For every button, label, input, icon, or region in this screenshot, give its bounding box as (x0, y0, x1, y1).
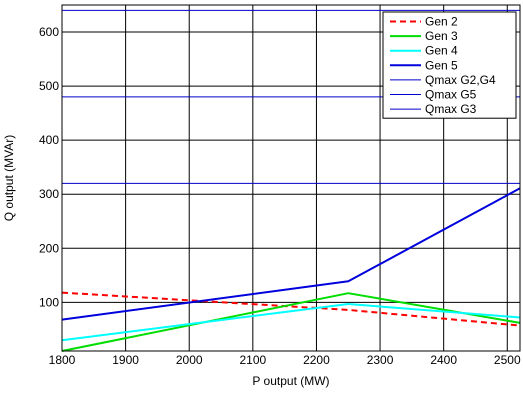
legend-label: Gen 2 (425, 15, 458, 29)
legend-label: Qmax G3 (425, 102, 477, 116)
y-tick-label: 500 (39, 79, 59, 93)
y-tick-label: 600 (39, 25, 59, 39)
series-line-gen-4 (61, 303, 521, 342)
tick-labels: 1800 1900 2000 2100 2200 2300 2400 2500 100 200 30… (39, 25, 521, 367)
legend-label: Gen 5 (425, 58, 458, 72)
x-axis-label: P output (MW) (252, 374, 329, 388)
legend-label: Qmax G2,G4 (425, 73, 496, 87)
series-lines (61, 9, 521, 352)
series-line-gen-2 (61, 291, 521, 327)
x-tick-label: 2400 (430, 353, 457, 367)
x-tick-label: 2100 (239, 353, 266, 367)
y-tick-label: 300 (39, 187, 59, 201)
y-tick-label: 100 (39, 295, 59, 309)
legend-label: Gen 4 (425, 44, 458, 58)
plot-frame (61, 4, 521, 352)
series-line-gen-5 (61, 187, 521, 321)
x-tick-label: 1900 (112, 353, 139, 367)
y-tick-label: 400 (39, 133, 59, 147)
legend-label: Gen 3 (425, 29, 458, 43)
y-axis-label: Q output (MVAr) (2, 135, 16, 221)
x-tick-label: 2000 (176, 353, 203, 367)
x-tick-label: 2500 (494, 353, 521, 367)
x-tick-label: 2200 (303, 353, 330, 367)
y-tick-label: 200 (39, 241, 59, 255)
legend-label: Qmax G5 (425, 88, 477, 102)
x-tick-label: 2300 (367, 353, 394, 367)
x-tick-label: 1800 (49, 353, 76, 367)
